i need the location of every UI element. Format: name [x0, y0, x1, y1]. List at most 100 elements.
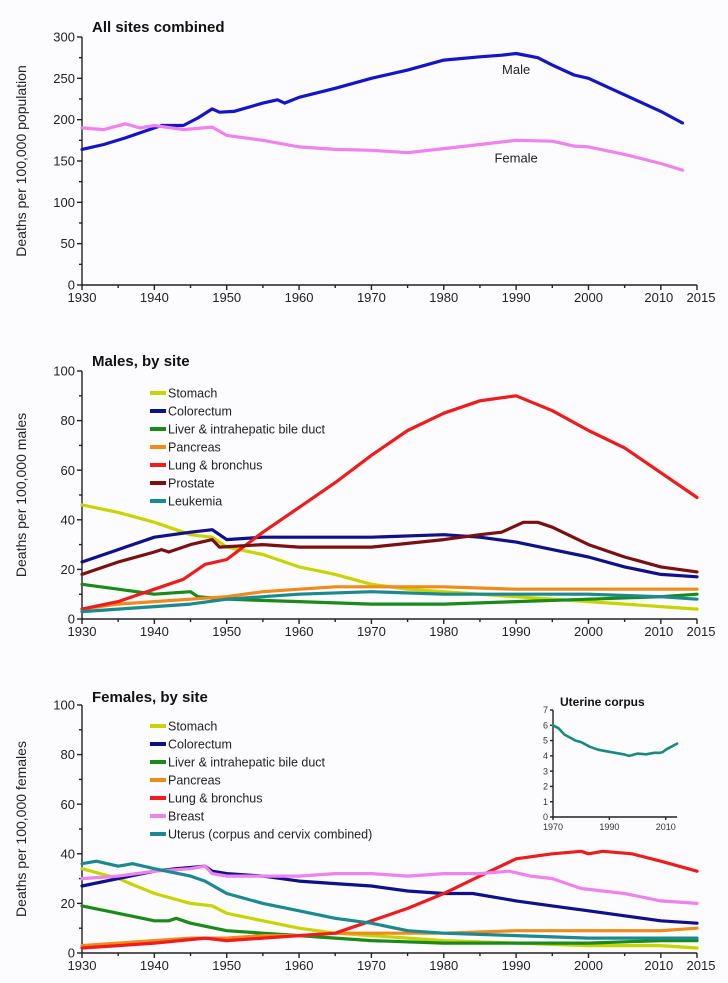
x-tick-label: 1990 [599, 822, 619, 832]
x-tick-label: 1960 [285, 958, 314, 973]
series-line-male [80, 51, 685, 151]
x-tick-label: 1970 [357, 290, 386, 305]
y-tick-label: 0 [68, 946, 75, 961]
x-tick-label: 2010 [644, 958, 673, 973]
legend-label: Liver & intrahepatic bile duct [168, 423, 326, 437]
y-tick-label: 80 [61, 747, 75, 762]
x-tick-label: 1990 [502, 958, 531, 973]
x-tick-label: 1990 [502, 624, 531, 639]
x-tick-label: 2000 [574, 958, 603, 973]
y-tick-label: 80 [61, 413, 75, 428]
legend-label: Uterus (corpus and cervix combined) [168, 828, 372, 842]
y-tick-label: 3 [543, 766, 548, 776]
legend-label: Colorectum [168, 405, 232, 419]
legend-label: Breast [168, 810, 205, 824]
series-line-pancreas [80, 585, 699, 611]
y-tick-label: 100 [53, 364, 75, 379]
y-tick-label: 20 [61, 562, 75, 577]
x-tick-label: 1930 [68, 958, 97, 973]
y-tick-label: 20 [61, 896, 75, 911]
legend-label: Prostate [168, 477, 215, 491]
chart-inset: Uterine corpus 0 1 2 3 4 5 6 7 1970 1990 2010 [543, 695, 679, 832]
legend-label: Stomach [168, 387, 217, 401]
chart-title: All sites combined [92, 19, 225, 36]
series-line-breast [80, 864, 699, 906]
y-tick-label: 1 [543, 797, 548, 807]
x-tick-label: 2015 [687, 958, 716, 973]
series-line-liver-intrahepatic-bile-duct [80, 582, 699, 606]
y-tick-label: 5 [543, 736, 548, 746]
y-tick-label: 40 [61, 512, 75, 527]
y-tick-label: 300 [53, 30, 75, 45]
series-line-uterus-corpus-and-cervix-combined- [80, 859, 699, 940]
series-line-lung-bronchus [80, 849, 699, 950]
legend-label: Lung & bronchus [168, 792, 263, 806]
x-tick-label: 2015 [687, 290, 716, 305]
series-line-stomach [80, 867, 699, 950]
y-tick-label: 2 [543, 782, 548, 792]
x-tick-label: 2010 [644, 624, 673, 639]
annotation-label: Male [502, 62, 530, 77]
legend-label: Lung & bronchus [168, 459, 263, 473]
x-tick-label: 2010 [644, 290, 673, 305]
x-tick-label: 1930 [68, 624, 97, 639]
y-axis-label: Deaths per 100,000 females [13, 741, 29, 917]
series-line-lung-bronchus [80, 394, 699, 611]
series-line-prostate [80, 520, 699, 577]
y-tick-label: 250 [53, 71, 75, 86]
y-tick-label: 200 [53, 112, 75, 127]
y-tick-label: 6 [543, 720, 548, 730]
y-tick-label: 0 [543, 812, 548, 822]
y-tick-label: 4 [543, 751, 548, 761]
y-tick-label: 50 [61, 236, 75, 251]
y-tick-label: 40 [61, 846, 75, 861]
legend-label: Leukemia [168, 495, 222, 509]
legend-label: Pancreas [168, 441, 221, 455]
legend-label: Liver & intrahepatic bile duct [168, 756, 326, 770]
series-line-uterine-corpus [551, 723, 679, 758]
y-axis-label: Deaths per 100,000 population [13, 65, 29, 256]
x-tick-label: 1990 [502, 290, 531, 305]
legend-label: Pancreas [168, 774, 221, 788]
legend-label: Stomach [168, 720, 217, 734]
series-line-liver-intrahepatic-bile-duct [80, 904, 699, 945]
x-tick-label: 2000 [574, 624, 603, 639]
chart-title: Males, by site [92, 353, 190, 370]
x-tick-label: 1960 [285, 624, 314, 639]
x-tick-label: 2015 [687, 624, 716, 639]
chart-females: Females, by site Deaths per 100,000 femal… [13, 689, 715, 973]
x-tick-label: 1980 [429, 624, 458, 639]
x-tick-label: 1950 [212, 624, 241, 639]
x-tick-label: 1930 [68, 290, 97, 305]
x-tick-label: 1940 [140, 290, 169, 305]
x-tick-label: 1970 [357, 624, 386, 639]
chart-title: Females, by site [92, 689, 208, 706]
y-tick-label: 0 [68, 278, 75, 293]
chart-males: Males, by site Deaths per 100,000 males 0 2… [13, 353, 715, 639]
x-tick-label: 2000 [574, 290, 603, 305]
x-tick-label: 1960 [285, 290, 314, 305]
x-tick-label: 1970 [357, 958, 386, 973]
legend-label: Colorectum [168, 738, 232, 752]
annotation-label: Female [494, 151, 537, 166]
series-line-leukemia [80, 590, 699, 614]
y-tick-label: 150 [53, 154, 75, 169]
x-tick-label: 2010 [656, 822, 676, 832]
y-tick-label: 0 [68, 612, 75, 627]
y-tick-label: 7 [543, 705, 548, 715]
y-tick-label: 60 [61, 797, 75, 812]
x-tick-label: 1940 [140, 958, 169, 973]
chart-title: Uterine corpus [560, 695, 645, 709]
chart-all: All sites combined Deaths per 100,000 pop… [13, 19, 715, 305]
y-tick-label: 60 [61, 463, 75, 478]
y-tick-label: 100 [53, 195, 75, 210]
series-line-colorectum [80, 528, 699, 579]
x-tick-label: 1950 [212, 958, 241, 973]
x-tick-label: 1970 [543, 822, 563, 832]
y-axis-label: Deaths per 100,000 males [13, 413, 29, 577]
x-tick-label: 1980 [429, 958, 458, 973]
series-line-female [80, 122, 685, 172]
y-tick-label: 100 [53, 698, 75, 713]
x-tick-label: 1980 [429, 290, 458, 305]
